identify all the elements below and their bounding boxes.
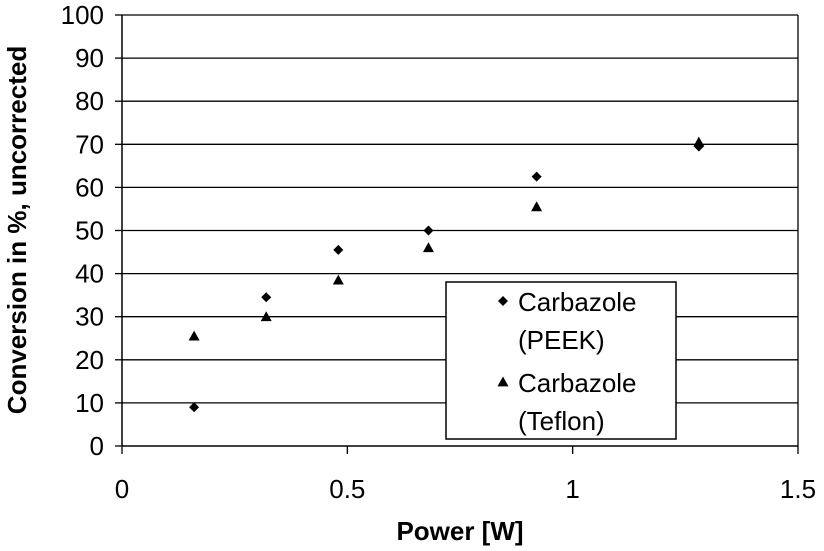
teflon-data-point (260, 311, 272, 322)
teflon-data-point (332, 274, 344, 285)
x-tick-labels: 0 0.5 1 1.5 (115, 474, 816, 504)
teflon-data-point (531, 201, 543, 212)
x-tick-label: 1 (565, 474, 579, 504)
y-tick-label: 90 (75, 43, 104, 73)
x-tick-label: 0 (115, 474, 129, 504)
teflon-data-point (693, 136, 705, 147)
legend-box (445, 281, 677, 440)
peek-data-point (531, 171, 542, 182)
y-tick-label: 40 (75, 259, 104, 289)
y-tick-label: 80 (75, 86, 104, 116)
teflon-data-point (422, 242, 434, 253)
x-tick-label: 1.5 (780, 474, 816, 504)
legend-teflon-label: Carbazole (518, 368, 637, 398)
gridlines (122, 14, 798, 404)
peek-data-point (261, 292, 272, 303)
y-tick-labels: 0 10 20 30 40 50 60 70 80 90 100 (61, 0, 104, 461)
y-tick-label: 50 (75, 216, 104, 246)
y-tick-label: 60 (75, 172, 104, 202)
y-tick-label: 30 (75, 302, 104, 332)
legend-peek-label: (PEEK) (518, 325, 605, 355)
y-tick-label: 70 (75, 129, 104, 159)
legend-peek-marker (498, 296, 508, 306)
teflon-data-point (188, 330, 200, 341)
data-points (188, 136, 705, 413)
x-axis-title: Power [W] (396, 516, 523, 546)
legend: Carbazole (PEEK) Carbazole (Teflon) (445, 281, 677, 440)
axes (115, 14, 799, 454)
legend-peek-label: Carbazole (518, 287, 637, 317)
x-tick-label: 0.5 (329, 474, 365, 504)
y-axis-title: Conversion in %, uncorrected (2, 46, 32, 414)
y-tick-label: 10 (75, 388, 104, 418)
legend-teflon-label: (Teflon) (518, 406, 605, 436)
peek-data-point (333, 244, 344, 255)
y-tick-label: 20 (75, 345, 104, 375)
peek-data-point (189, 402, 200, 413)
y-tick-label: 0 (90, 431, 104, 461)
peek-data-point (423, 225, 434, 236)
y-tick-label: 100 (61, 0, 104, 30)
legend-teflon-marker (497, 376, 509, 387)
